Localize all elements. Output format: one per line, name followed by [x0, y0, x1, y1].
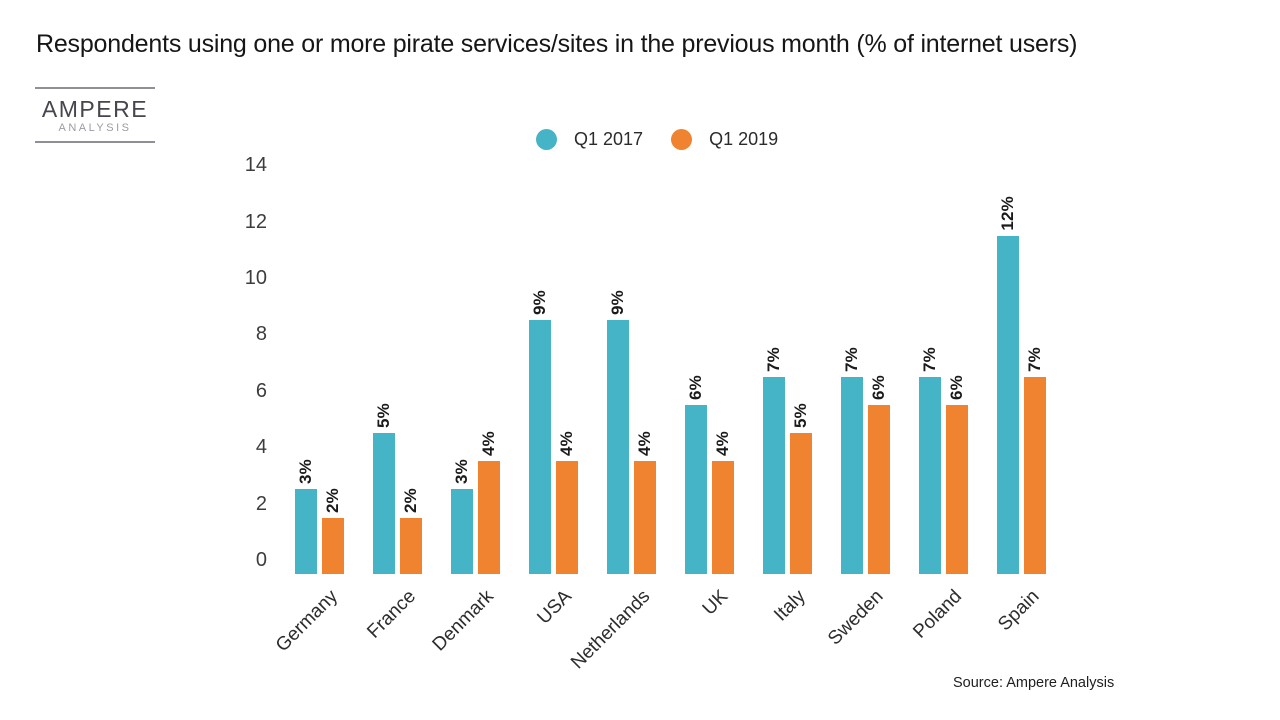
bar-value-label-q1-2017-italy: 7% — [764, 346, 783, 372]
bar-q1-2019-netherlands — [634, 461, 656, 574]
bar-q1-2017-sweden — [841, 376, 863, 574]
bar-q1-2017-poland — [919, 376, 941, 574]
bar-value-label-q1-2017-germany: 3% — [296, 459, 315, 485]
x-label-germany: Germany — [271, 586, 342, 657]
logo-name: AMPERE — [41, 96, 149, 122]
bar-value-label-q1-2017-denmark: 3% — [452, 459, 471, 485]
bar-value-label-q1-2019-italy: 5% — [791, 403, 810, 428]
bar-value-label-q1-2017-poland: 7% — [920, 346, 939, 372]
x-label-spain: Spain — [994, 586, 1044, 636]
legend-item-q1-2017: Q1 2017 — [536, 129, 643, 150]
page-title: Respondents using one or more pirate ser… — [36, 30, 1078, 58]
y-tick-12: 12 — [244, 210, 267, 233]
bar-q1-2017-italy — [763, 376, 785, 574]
x-label-uk: UK — [698, 586, 732, 620]
bar-q1-2019-france — [400, 517, 422, 574]
bar-q1-2017-spain — [997, 235, 1019, 574]
bar-value-label-q1-2017-sweden: 7% — [842, 346, 861, 372]
bar-value-label-q1-2019-germany: 2% — [323, 487, 342, 513]
y-tick-14: 14 — [244, 154, 267, 177]
legend-dot-icon-q1-2017 — [536, 129, 557, 150]
bar-q1-2019-sweden — [868, 404, 890, 574]
legend-dot-icon-q1-2019 — [671, 129, 693, 150]
source-note: Source: Ampere Analysis — [953, 675, 1115, 691]
bar-value-label-q1-2019-denmark: 4% — [479, 431, 498, 457]
y-tick-8: 8 — [255, 323, 267, 346]
bar-value-label-q1-2019-netherlands: 4% — [635, 431, 654, 457]
x-label-usa: USA — [533, 586, 576, 629]
x-label-sweden: Sweden — [824, 586, 888, 650]
bar-q1-2017-germany — [295, 489, 317, 574]
y-tick-0: 0 — [255, 549, 267, 571]
legend-label-q1-2019: Q1 2019 — [709, 129, 779, 149]
bar-value-label-q1-2019-france: 2% — [401, 487, 420, 513]
bar-q1-2019-uk — [712, 461, 734, 574]
bar-q1-2019-poland — [946, 404, 968, 574]
bar-q1-2019-germany — [322, 517, 344, 574]
legend-item-q1-2019: Q1 2019 — [671, 129, 778, 150]
bar-value-label-q1-2019-sweden: 6% — [869, 374, 888, 400]
bar-value-label-q1-2017-uk: 6% — [686, 374, 705, 400]
bar-value-label-q1-2017-spain: 12% — [998, 195, 1017, 231]
ampere-logo: AMPERE ANALYSIS — [35, 87, 155, 143]
bar-value-label-q1-2017-netherlands: 9% — [608, 290, 627, 316]
legend-label-q1-2017: Q1 2017 — [574, 129, 644, 149]
x-label-italy: Italy — [770, 586, 810, 626]
bar-value-label-q1-2017-usa: 9% — [530, 290, 549, 316]
bar-q1-2019-italy — [790, 433, 812, 574]
y-tick-2: 2 — [255, 492, 267, 515]
legend: Q1 2017 Q1 2019 — [536, 129, 778, 150]
bar-q1-2017-denmark — [451, 489, 473, 574]
y-tick-10: 10 — [244, 267, 267, 289]
x-label-poland: Poland — [909, 586, 966, 643]
bar-value-label-q1-2019-uk: 4% — [713, 431, 732, 457]
logo-subtitle: ANALYSIS — [58, 122, 132, 134]
bar-q1-2017-france — [373, 433, 395, 574]
bar-q1-2017-usa — [529, 320, 551, 574]
y-tick-6: 6 — [255, 379, 267, 402]
bar-value-label-q1-2017-france: 5% — [374, 403, 393, 428]
bar-q1-2019-denmark — [478, 461, 500, 574]
bar-q1-2017-uk — [685, 404, 707, 574]
x-label-netherlands: Netherlands — [566, 586, 654, 674]
x-label-france: France — [363, 586, 420, 643]
bar-value-label-q1-2019-poland: 6% — [947, 374, 966, 400]
bar-q1-2019-usa — [556, 461, 578, 574]
bar-q1-2019-spain — [1024, 376, 1046, 574]
x-label-denmark: Denmark — [428, 586, 498, 656]
bar-value-label-q1-2019-usa: 4% — [557, 431, 576, 457]
bar-q1-2017-netherlands — [607, 320, 629, 574]
bar-value-label-q1-2019-spain: 7% — [1025, 346, 1044, 372]
y-tick-4: 4 — [255, 436, 267, 459]
